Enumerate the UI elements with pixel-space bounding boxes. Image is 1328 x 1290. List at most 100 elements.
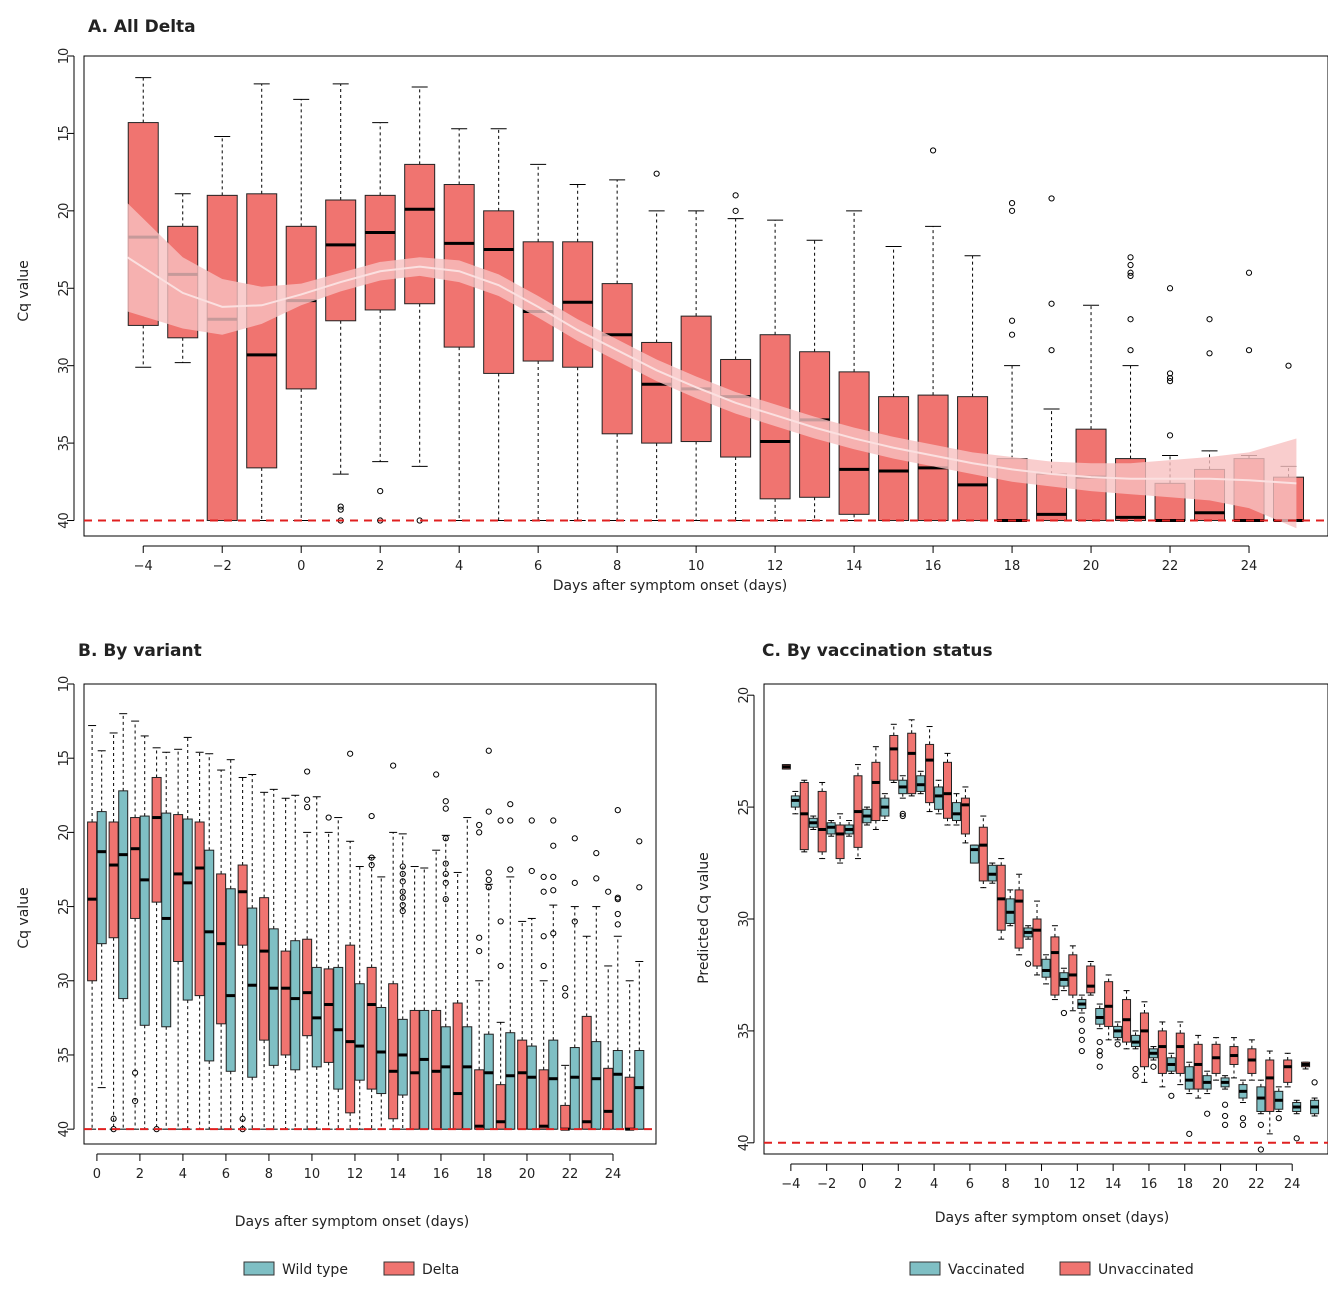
panel-c-box: [1283, 1059, 1293, 1083]
panel-c-x-tick-label: 20: [1212, 1177, 1229, 1192]
panel-a-x-tick-label: 22: [1162, 559, 1179, 574]
panel-b-x-tick-label: 6: [222, 1167, 230, 1182]
panel-a-outlier: [1127, 316, 1134, 323]
panel-c-outlier: [1150, 1063, 1157, 1070]
panel-a-x-tick-label: 0: [297, 559, 305, 574]
panel-a-outlier: [653, 170, 660, 177]
panel-a-xlabel: Days after symptom onset (days): [553, 578, 787, 594]
panel-c-y-tick-label: 20: [737, 687, 752, 704]
panel-b-outlier: [433, 771, 440, 778]
panel-a-x-tick-label: 2: [376, 559, 384, 574]
panel-a-x-tick-label: 16: [925, 559, 942, 574]
panel-a-x-tick-label: 20: [1083, 559, 1100, 574]
panel-b-box: [612, 1050, 623, 1130]
panel-c-outlier: [1078, 1016, 1085, 1023]
panel-b-outlier: [347, 750, 354, 757]
panel-c-x-tick-label: 6: [966, 1177, 974, 1192]
panel-b-box: [538, 1069, 549, 1130]
panel-c-box: [1157, 1030, 1167, 1074]
panel-c-x-tick-label: 14: [1105, 1177, 1122, 1192]
panel-b-outlier: [325, 814, 332, 821]
panel-c-y-tick-label: 30: [737, 911, 752, 928]
panel-c-outlier: [1239, 1115, 1247, 1122]
panel-b-outlier: [571, 879, 578, 886]
panel-c-box: [817, 790, 827, 853]
panel-a-outlier: [1127, 254, 1134, 261]
panel-b-frame: [83, 683, 657, 1145]
panel-c-outlier: [1221, 1112, 1229, 1120]
panel-b-outlier: [442, 896, 449, 903]
panel-a-x-tick-label: 4: [455, 559, 463, 574]
panel-b-outlier: [442, 805, 449, 812]
panel-b-outlier: [110, 1115, 117, 1122]
panel-b-box: [560, 1104, 571, 1130]
panel-b-box: [173, 814, 184, 962]
panel-c-box: [1193, 1043, 1203, 1090]
panel-c-box: [934, 786, 944, 810]
panel-a-x-tick-label: 10: [688, 559, 705, 574]
panel-b-outlier: [497, 918, 504, 925]
panel-b-box: [302, 938, 313, 1037]
panel-b-outlier: [476, 934, 483, 941]
panel-b-outlier: [132, 1097, 139, 1105]
panel-b-outlier: [571, 918, 578, 925]
panel-b-title: B. By variant: [78, 641, 202, 661]
panel-c-outlier: [1257, 1146, 1264, 1153]
panel-b-box: [237, 864, 248, 946]
panel-a-x-tick-label: 12: [767, 559, 784, 574]
panel-b-x-tick-label: 22: [562, 1167, 579, 1182]
panel-a-outlier: [1127, 261, 1134, 269]
panel-c-outlier: [1221, 1101, 1229, 1108]
panel-b-outlier: [239, 1115, 246, 1122]
panel-b-outlier: [550, 873, 557, 881]
panel-b-x-tick-label: 4: [179, 1167, 187, 1182]
panel-b-xlabel: Days after symptom onset (days): [235, 1214, 469, 1230]
panel-b-outlier: [540, 873, 547, 881]
panel-a-y-tick-label: 35: [57, 435, 72, 452]
panel-c-box: [1032, 918, 1042, 967]
panel-b-box: [108, 821, 119, 939]
panel-b-outlier: [507, 801, 514, 808]
panel-b-outlier: [497, 817, 504, 824]
panel-b-outlier: [507, 817, 514, 824]
panel-b-box: [409, 1009, 420, 1130]
panel-a-outlier: [1127, 269, 1134, 276]
panel-b-outlier: [368, 854, 375, 861]
panel-a-x-tick-label: 24: [1241, 559, 1258, 574]
panel-a-y-tick-label: 15: [57, 125, 72, 142]
panel-a-outlier: [377, 487, 384, 495]
panel-c-x-tick-label: 10: [1033, 1177, 1050, 1192]
panel-b-outlier: [442, 860, 449, 867]
panel-b-x-tick-label: 10: [304, 1167, 321, 1182]
panel-b-box: [569, 1047, 580, 1130]
panel-c-outlier: [1311, 1079, 1318, 1086]
panel-a-outlier: [1166, 378, 1174, 385]
panel-b-box: [483, 1033, 494, 1130]
panel-c-x-tick-label: −2: [817, 1177, 836, 1192]
panel-b-y-tick-label: 25: [57, 898, 72, 915]
panel-a-outlier: [1206, 316, 1213, 323]
panel-b-outlier: [485, 876, 492, 883]
panel-b-outlier: [614, 896, 621, 903]
panel-c-x-tick-label: 2: [894, 1177, 902, 1192]
panel-b-box: [96, 811, 107, 945]
panel-a-box: [562, 241, 594, 368]
panel-c-box: [1184, 1066, 1194, 1090]
panel-b-outlier: [399, 894, 406, 901]
panel-a-outlier: [1127, 272, 1134, 279]
panel-c-x-tick-label: −4: [781, 1177, 800, 1192]
panel-a-smooth-line: [126, 256, 1297, 485]
panel-b-outlier: [442, 870, 449, 878]
panel-a-outlier: [1048, 347, 1055, 354]
panel-b-outlier: [304, 796, 311, 803]
panel-b-box: [323, 968, 334, 1063]
panel-b-outlier: [399, 863, 406, 870]
panel-c-box: [1041, 958, 1051, 978]
panel-a-box: [364, 194, 396, 311]
panel-b-outlier: [593, 850, 600, 857]
panel-b-box: [354, 983, 365, 1081]
panel-c-box: [1265, 1059, 1275, 1112]
panel-b-box: [216, 873, 227, 1025]
panel-c-outlier: [1132, 1065, 1139, 1073]
